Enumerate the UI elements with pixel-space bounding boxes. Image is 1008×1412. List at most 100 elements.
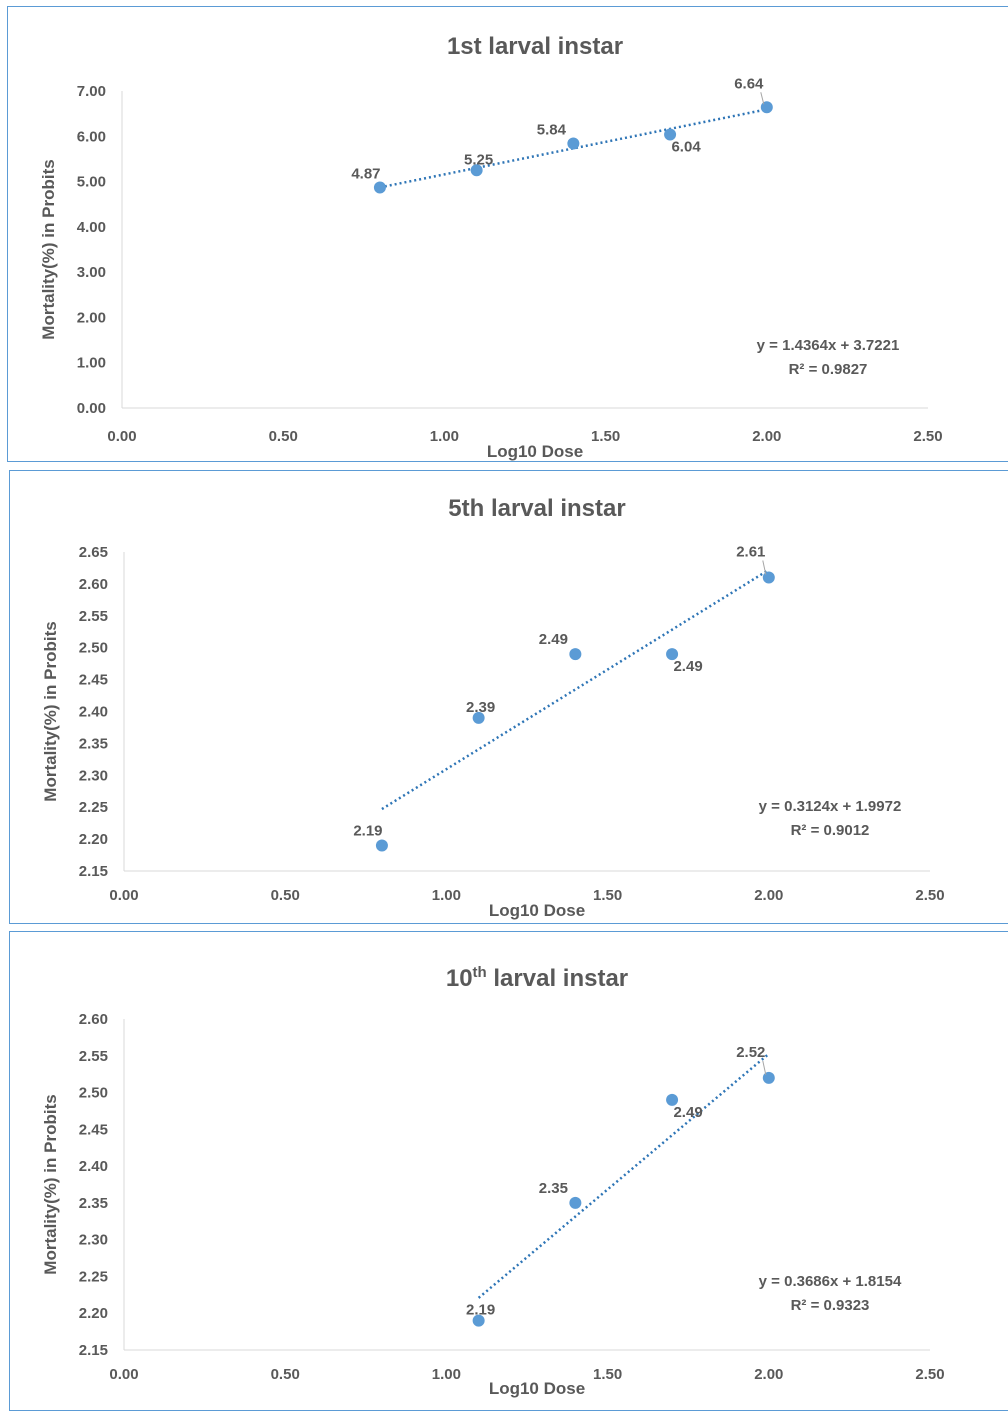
data-point — [373, 181, 386, 194]
y-tick-label: 7.00 — [77, 83, 106, 100]
data-label: 2.19 — [353, 822, 382, 839]
chart-title-rest: larval instar — [487, 965, 628, 992]
x-tick-label: 0.00 — [109, 1366, 138, 1383]
trendline-r-squared: R² = 0.9012 — [791, 822, 870, 839]
x-tick-label: 1.50 — [591, 428, 620, 445]
x-axis-label: Log10 Dose — [489, 901, 585, 920]
data-point — [470, 164, 483, 177]
data-label: 2.35 — [539, 1180, 568, 1197]
data-point — [569, 648, 582, 661]
y-tick-label: 6.00 — [77, 128, 106, 145]
y-tick-label: 2.15 — [79, 863, 108, 880]
y-tick-label: 2.60 — [79, 576, 108, 593]
data-point — [567, 137, 580, 150]
y-axis-label: Mortality(%) in Probits — [41, 1094, 60, 1274]
y-tick-label: 2.35 — [79, 735, 108, 752]
x-tick-label: 2.00 — [754, 1366, 783, 1383]
data-point — [666, 648, 679, 661]
y-tick-label: 2.65 — [79, 544, 108, 561]
y-tick-label: 4.00 — [77, 219, 106, 236]
data-label: 4.87 — [351, 165, 380, 182]
y-tick-label: 2.00 — [77, 309, 106, 326]
x-axis-label: Log10 Dose — [489, 1379, 585, 1398]
chart-5th-instar: 5th larval instar 2.15 2.20 2.25 2.30 2.35 2.4… — [41, 495, 945, 920]
y-axis-label: Mortality(%) in Probits — [39, 159, 58, 339]
x-tick-label: 1.00 — [432, 1366, 461, 1383]
data-label: 6.64 — [734, 75, 764, 92]
x-tick-label: 2.00 — [754, 887, 783, 904]
data-label: 5.84 — [537, 122, 567, 139]
data-label: 5.25 — [464, 151, 493, 168]
data-label-leader — [762, 560, 767, 575]
data-point — [375, 839, 388, 852]
data-label: 2.49 — [673, 1104, 702, 1121]
y-tick-label: 2.15 — [79, 1342, 108, 1359]
data-point — [762, 571, 775, 584]
chart-title-number: 10 — [446, 965, 473, 992]
y-tick-label: 2.40 — [79, 1158, 108, 1175]
x-tick-label: 2.50 — [915, 887, 944, 904]
x-tick-label: 0.50 — [271, 887, 300, 904]
trendline-equation: y = 1.4364x + 3.7221 — [757, 337, 900, 354]
chart-title-superscript: th — [473, 964, 487, 981]
data-point — [762, 1071, 775, 1084]
x-tick-label: 0.50 — [271, 1366, 300, 1383]
data-point — [472, 1314, 485, 1327]
y-axis-label: Mortality(%) in Probits — [41, 621, 60, 801]
data-label-leader — [762, 1060, 767, 1075]
y-tick-label: 2.45 — [79, 672, 108, 689]
x-tick-label: 0.50 — [269, 428, 298, 445]
data-label: 2.39 — [466, 699, 495, 716]
data-point — [664, 128, 677, 141]
y-tick-label: 2.55 — [79, 1048, 108, 1065]
data-label: 6.04 — [671, 138, 701, 155]
data-label: 2.19 — [466, 1302, 495, 1319]
y-tick-label: 2.55 — [79, 608, 108, 625]
data-label: 2.49 — [673, 658, 702, 675]
trendline-r-squared: R² = 0.9827 — [789, 361, 868, 378]
x-axis-label: Log10 Dose — [487, 442, 583, 461]
x-tick-label: 1.00 — [432, 887, 461, 904]
y-tick-label: 5.00 — [77, 174, 106, 191]
x-tick-label: 2.00 — [752, 428, 781, 445]
chart-1st-instar: 1st larval instar 0.00 1.00 2.00 3.00 4.00 5.0… — [39, 33, 943, 461]
x-tick-label: 1.50 — [593, 1366, 622, 1383]
trendline — [379, 108, 768, 189]
x-tick-label: 0.00 — [109, 887, 138, 904]
chart-panel-10th-instar: 10th larval instar 2.15 2.20 2.25 2.30 2.35 2.… — [9, 931, 1008, 1411]
data-point — [569, 1196, 582, 1209]
data-label: 2.49 — [539, 631, 568, 648]
y-tick-label: 3.00 — [77, 264, 106, 281]
trendline-r-squared: R² = 0.9323 — [791, 1297, 870, 1314]
data-point — [472, 711, 485, 724]
y-tick-label: 2.20 — [79, 831, 108, 848]
y-tick-label: 2.50 — [79, 640, 108, 657]
y-tick-label: 2.20 — [79, 1305, 108, 1322]
chart-title: 1st larval instar — [447, 33, 623, 60]
chart-title: 5th larval instar — [448, 495, 625, 522]
chart-panel-5th-instar: 5th larval instar 2.15 2.20 2.25 2.30 2.35 2.4… — [9, 470, 1008, 924]
trendline — [477, 1052, 770, 1299]
y-tick-label: 2.30 — [79, 1232, 108, 1249]
x-tick-label: 0.00 — [107, 428, 136, 445]
x-tick-label: 1.50 — [593, 887, 622, 904]
chart-title: 10th larval instar — [446, 964, 628, 992]
y-tick-label: 2.35 — [79, 1195, 108, 1212]
y-tick-label: 2.25 — [79, 1268, 108, 1285]
y-tick-label: 1.00 — [77, 355, 106, 372]
y-tick-label: 2.25 — [79, 799, 108, 816]
y-tick-label: 2.60 — [79, 1011, 108, 1028]
x-tick-label: 1.00 — [430, 428, 459, 445]
chart-panel-1st-instar: 1st larval instar 0.00 1.00 2.00 3.00 4.00 5.0… — [7, 6, 1008, 462]
trendline-equation: y = 0.3124x + 1.9972 — [759, 798, 902, 815]
y-tick-label: 2.30 — [79, 767, 108, 784]
y-tick-label: 2.40 — [79, 704, 108, 721]
y-tick-label: 0.00 — [77, 400, 106, 417]
x-tick-label: 2.50 — [913, 428, 942, 445]
data-label-leader — [760, 92, 765, 105]
trendline-equation: y = 0.3686x + 1.8154 — [759, 1273, 902, 1290]
y-tick-label: 2.45 — [79, 1121, 108, 1138]
data-point — [666, 1093, 679, 1106]
y-tick-label: 2.50 — [79, 1085, 108, 1102]
data-label: 2.52 — [736, 1044, 765, 1061]
